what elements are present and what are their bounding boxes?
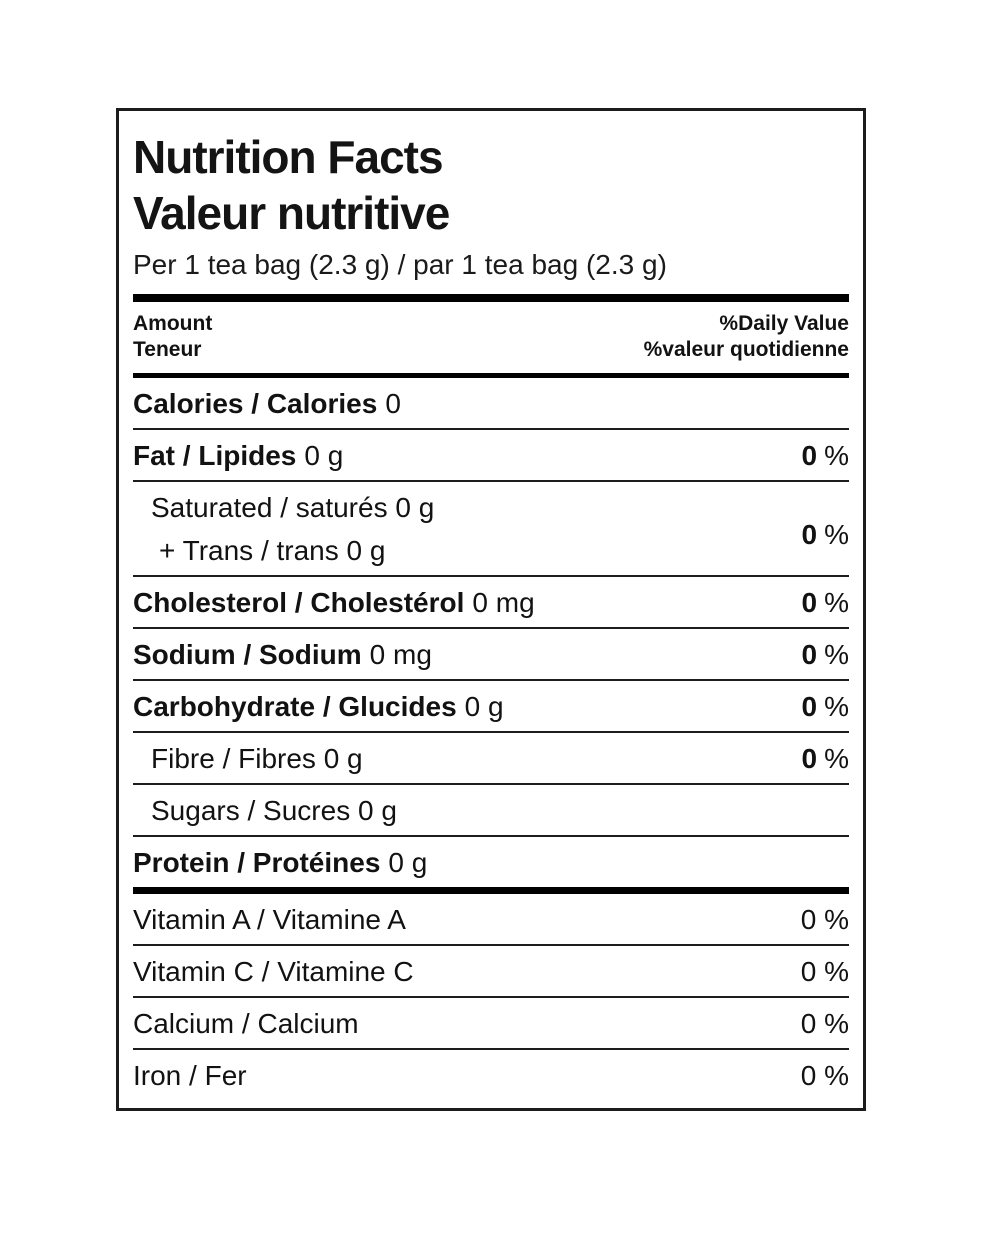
divider-thin — [133, 731, 849, 733]
daily-value-header: %Daily Value %valeur quotidienne — [644, 311, 849, 363]
fat-daily-value: 0% — [801, 440, 849, 471]
amount-header-fr: Teneur — [133, 338, 202, 361]
fibre-label: Fibre / Fibres 0 g — [151, 743, 363, 774]
row-protein: Protein / Protéines 0 g — [133, 837, 849, 887]
sodium-label: Sodium / Sodium 0 mg — [133, 639, 432, 670]
divider-thick-top — [133, 294, 849, 302]
title-french: Valeur nutritive — [133, 187, 450, 239]
row-calcium: Calcium / Calcium 0 % — [133, 998, 849, 1048]
row-fibre: Fibre / Fibres 0 g 0% — [133, 733, 849, 783]
iron-label: Iron / Fer — [133, 1060, 247, 1091]
calcium-label: Calcium / Calcium — [133, 1008, 359, 1039]
serving-size: Per 1 tea bag (2.3 g) / par 1 tea bag (2… — [133, 249, 667, 280]
fat-label: Fat / Lipides 0 g — [133, 440, 344, 471]
divider-thin — [133, 835, 849, 837]
divider-thick-bottom — [133, 887, 849, 894]
calcium-daily-value: 0 % — [800, 1008, 849, 1039]
sodium-daily-value: 0% — [801, 639, 849, 670]
row-saturated-trans: Saturated / saturés 0 g + Trans / trans … — [133, 482, 849, 575]
row-sodium: Sodium / Sodium 0 mg 0% — [133, 629, 849, 679]
divider-thin — [133, 428, 849, 430]
divider-medium — [133, 373, 849, 378]
row-sugars: Sugars / Sucres 0 g — [133, 785, 849, 835]
saturated-trans-label: Saturated / saturés 0 g + Trans / trans … — [133, 492, 802, 566]
divider-thin — [133, 783, 849, 785]
cholesterol-daily-value: 0% — [801, 587, 849, 618]
divider-thin — [133, 1048, 849, 1050]
divider-thin — [133, 627, 849, 629]
row-iron: Iron / Fer 0 % — [133, 1050, 849, 1100]
saturated-line: Saturated / saturés 0 g — [151, 492, 435, 523]
calories-label: Calories / Calories 0 — [133, 388, 401, 419]
column-header: Amount Teneur %Daily Value %valeur quoti… — [133, 302, 849, 373]
divider-thin — [133, 944, 849, 946]
vitamin-a-label: Vitamin A / Vitamine A — [133, 904, 406, 935]
row-fat: Fat / Lipides 0 g 0% — [133, 430, 849, 480]
cholesterol-label: Cholesterol / Cholestérol 0 mg — [133, 587, 535, 618]
vitamin-a-daily-value: 0 % — [800, 904, 849, 935]
amount-header-en: Amount — [133, 312, 213, 335]
daily-value-header-fr: %valeur quotidienne — [643, 338, 849, 361]
vitamin-c-label: Vitamin C / Vitamine C — [133, 956, 414, 987]
row-carbohydrate: Carbohydrate / Glucides 0 g 0% — [133, 681, 849, 731]
amount-header: Amount Teneur — [133, 311, 212, 363]
saturated-trans-daily-value: 0% — [801, 519, 849, 550]
row-vitamin-a: Vitamin A / Vitamine A 0 % — [133, 894, 849, 944]
nutrition-facts-label: Nutrition Facts Valeur nutritive Per 1 t… — [116, 108, 866, 1111]
daily-value-header-en: %Daily Value — [719, 312, 849, 335]
row-vitamin-c: Vitamin C / Vitamine C 0 % — [133, 946, 849, 996]
row-cholesterol: Cholesterol / Cholestérol 0 mg 0% — [133, 577, 849, 627]
vitamin-c-daily-value: 0 % — [800, 956, 849, 987]
divider-thin — [133, 679, 849, 681]
row-calories: Calories / Calories 0 — [133, 378, 849, 428]
trans-line: + Trans / trans 0 g — [159, 535, 386, 566]
title-english: Nutrition Facts — [133, 131, 444, 183]
iron-daily-value: 0 % — [800, 1060, 849, 1091]
carbohydrate-daily-value: 0% — [801, 691, 849, 722]
divider-thin — [133, 575, 849, 577]
carbohydrate-label: Carbohydrate / Glucides 0 g — [133, 691, 504, 722]
fibre-daily-value: 0% — [801, 743, 849, 774]
protein-label: Protein / Protéines 0 g — [133, 847, 428, 878]
divider-thin — [133, 996, 849, 998]
divider-thin — [133, 480, 849, 482]
title-block: Nutrition Facts Valeur nutritive — [133, 111, 849, 241]
sugars-label: Sugars / Sucres 0 g — [151, 795, 397, 826]
